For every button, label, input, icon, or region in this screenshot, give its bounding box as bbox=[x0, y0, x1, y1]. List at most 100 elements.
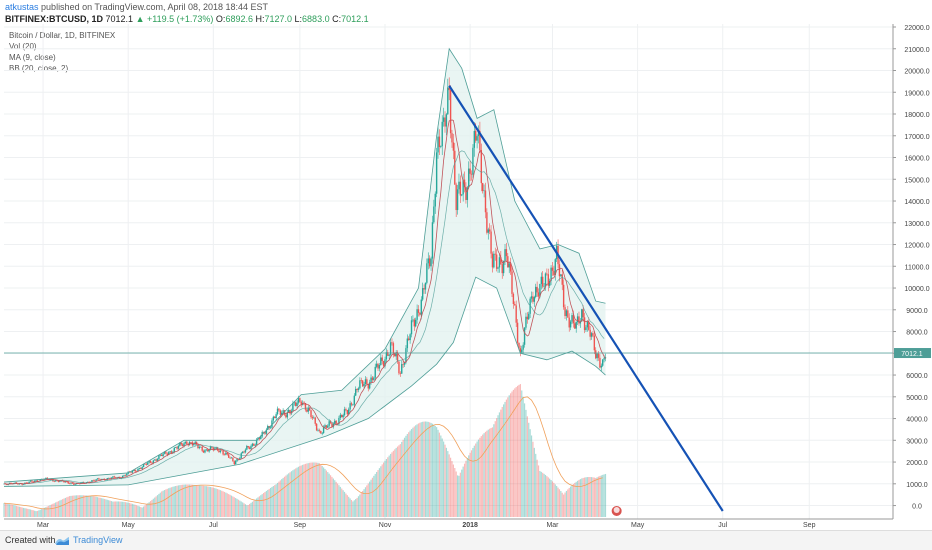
volume-bar bbox=[482, 434, 484, 517]
volume-bar bbox=[434, 425, 436, 517]
candle-body bbox=[131, 470, 134, 473]
candle-body bbox=[488, 229, 491, 232]
volume-bar bbox=[346, 495, 348, 517]
volume-bar bbox=[324, 468, 326, 517]
volume-bar bbox=[130, 503, 132, 517]
volume-bar bbox=[359, 494, 361, 517]
candle-body bbox=[367, 383, 369, 389]
candle-body bbox=[399, 373, 402, 374]
y-tick-label: 21000.0 bbox=[904, 47, 929, 54]
last-price-label: 7012.1 bbox=[901, 351, 923, 358]
indicator-bollinger-bands[interactable]: BB (20, close, 2) bbox=[9, 64, 69, 73]
candle-body bbox=[435, 152, 438, 194]
candle-body bbox=[424, 282, 427, 290]
candle-body bbox=[261, 431, 263, 437]
volume-bar bbox=[389, 453, 392, 517]
volume-bar bbox=[242, 502, 244, 517]
volume-bar bbox=[533, 447, 535, 517]
candle-body bbox=[388, 354, 390, 356]
volume-bar bbox=[175, 485, 177, 517]
volume-bar bbox=[85, 495, 87, 517]
volume-bar bbox=[260, 495, 262, 517]
candle-body bbox=[184, 441, 187, 444]
volume-bar bbox=[388, 455, 390, 517]
candle-body bbox=[152, 460, 155, 464]
candle-body bbox=[480, 149, 482, 184]
candle-body bbox=[170, 451, 173, 454]
volume-bar bbox=[542, 472, 544, 517]
candle-body bbox=[169, 451, 171, 453]
volume-bar bbox=[32, 510, 34, 517]
chart-title[interactable]: Bitcoin / Dollar, 1D, BITFINEX bbox=[9, 31, 116, 40]
volume-bar bbox=[401, 441, 403, 517]
volume-bar bbox=[338, 485, 340, 517]
volume-bar bbox=[230, 495, 233, 517]
candle-body bbox=[470, 173, 473, 175]
candle-body bbox=[385, 352, 388, 360]
volume-bar bbox=[504, 401, 506, 517]
candle-body bbox=[269, 427, 272, 429]
volume-bar bbox=[236, 498, 238, 517]
candle-body bbox=[43, 478, 46, 480]
candle-body bbox=[234, 461, 237, 465]
volume-bar bbox=[599, 475, 601, 517]
volume-bar bbox=[56, 501, 58, 517]
bollinger-lower-line bbox=[3, 276, 606, 487]
candle-body bbox=[128, 471, 131, 473]
candle-body bbox=[109, 478, 111, 479]
volume-bar bbox=[134, 504, 136, 517]
volume-bar bbox=[325, 470, 327, 517]
volume-bar bbox=[342, 490, 344, 517]
candle-body bbox=[604, 357, 607, 359]
volume-bar bbox=[177, 485, 180, 517]
volume-bar bbox=[45, 507, 47, 517]
volume-bar bbox=[431, 423, 434, 517]
candle-body bbox=[468, 168, 470, 188]
volume-bar bbox=[328, 473, 330, 517]
volume-bar bbox=[575, 481, 577, 517]
candle-body bbox=[518, 342, 520, 349]
volume-bar bbox=[267, 489, 269, 517]
volume-bar bbox=[198, 485, 200, 517]
volume-bar bbox=[141, 507, 143, 517]
indicator-volume[interactable]: Vol (20) bbox=[9, 42, 37, 51]
volume-bar bbox=[588, 476, 590, 517]
candle-body bbox=[571, 315, 573, 322]
candle-body bbox=[271, 420, 273, 428]
volume-bar bbox=[597, 476, 600, 517]
volume-bar bbox=[96, 497, 99, 517]
candle-body bbox=[8, 482, 11, 485]
volume-bar bbox=[60, 499, 62, 517]
candle-body bbox=[123, 475, 125, 476]
volume-bar bbox=[423, 421, 425, 517]
volume-bar bbox=[600, 475, 602, 517]
volume-bar bbox=[564, 492, 566, 517]
symbol-label[interactable]: BITFINEX:BTCUSD, 1D bbox=[5, 14, 104, 24]
volume-bar bbox=[540, 471, 542, 517]
candle-body bbox=[465, 186, 467, 200]
candle-body bbox=[198, 447, 201, 449]
y-tick-label: 3000.0 bbox=[906, 438, 928, 445]
volume-bar bbox=[558, 489, 561, 517]
candle-body bbox=[112, 476, 114, 478]
tradingview-brand[interactable]: TradingView bbox=[73, 535, 123, 545]
volume-bar bbox=[50, 504, 53, 517]
candle-body bbox=[370, 377, 372, 383]
volume-bar bbox=[194, 485, 196, 517]
candle-body bbox=[151, 462, 153, 464]
indicator-moving-average[interactable]: MA (9, close) bbox=[9, 53, 56, 62]
volume-bar bbox=[74, 495, 76, 517]
volume-bar bbox=[6, 503, 8, 517]
volume-bar bbox=[556, 485, 558, 517]
author-link[interactable]: atkustas bbox=[5, 2, 39, 12]
candle-body bbox=[255, 439, 258, 445]
candle-body bbox=[246, 445, 248, 450]
volume-bar bbox=[254, 499, 256, 517]
candle-body bbox=[300, 401, 302, 405]
candle-body bbox=[165, 451, 167, 454]
candle-body bbox=[564, 307, 566, 317]
volume-bar bbox=[348, 496, 350, 517]
volume-bar bbox=[479, 437, 481, 517]
